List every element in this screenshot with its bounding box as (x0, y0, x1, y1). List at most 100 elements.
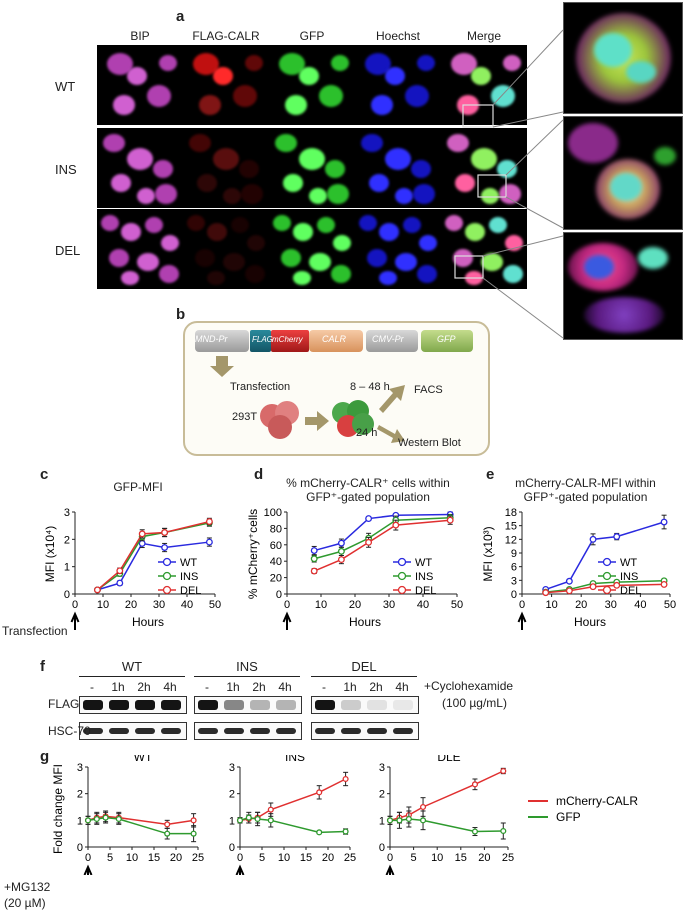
data-point (446, 516, 454, 524)
construct-calr: CALR (322, 334, 347, 344)
blot-group-line (194, 676, 300, 677)
blot-band (83, 728, 103, 734)
legend-entry-ins: INS (158, 571, 198, 583)
blot-strip-hsc70-ins (194, 722, 302, 740)
legend-entry-wt: WT (158, 557, 197, 569)
blot-band (198, 700, 218, 710)
y-tick-label: 0 (64, 589, 70, 601)
x-tick-label: 0 (85, 852, 91, 864)
row-label-del: DEL (55, 243, 81, 258)
blot-band (276, 700, 296, 710)
y-axis-label: MFI (x10⁴) (43, 526, 57, 583)
x-tick-label: 20 (349, 599, 361, 611)
x-tick-label: 0 (387, 852, 393, 864)
x-tick-label: 5 (259, 852, 265, 864)
blot-group-ins: INS (236, 659, 258, 674)
data-point (365, 515, 373, 523)
blot-band (224, 700, 244, 710)
series-gfp (236, 811, 349, 836)
data-point (267, 817, 274, 824)
micrograph-ins-bip (97, 128, 183, 208)
legend-label: WT (620, 557, 637, 569)
data-point (164, 821, 171, 828)
data-point (419, 817, 427, 824)
y-tick-label: 2 (379, 789, 385, 801)
panel-d-letter: d (254, 466, 264, 483)
western-blot-label: Western Blot (398, 437, 461, 449)
legend-label: INS (415, 571, 433, 583)
construct-cmv: CMV-Pr (372, 334, 404, 344)
lane-label: - (322, 680, 326, 694)
legend-entry-del: DEL (598, 585, 641, 597)
x-tick-label: 50 (451, 599, 463, 611)
transfection-label: Transfection (230, 381, 291, 393)
facs-label: FACS (414, 384, 443, 396)
row-label-ins: INS (55, 162, 77, 177)
y-tick-label: 2 (64, 534, 70, 546)
micrograph-wt-flag-calr (183, 45, 269, 125)
lane-label: 1h (226, 680, 240, 694)
chart-c-axes: 0 10 20 30 40 50 0 1 2 3 (64, 507, 221, 611)
micrograph-ins-flag-calr (183, 128, 269, 208)
x-tick-label: 25 (192, 852, 204, 864)
data-point (254, 815, 261, 823)
data-point (565, 587, 573, 595)
data-point (365, 538, 373, 546)
lane-label: 1h (343, 680, 357, 694)
data-point (542, 589, 550, 597)
legend-label: INS (620, 571, 638, 583)
x-tick-label: 20 (575, 599, 587, 611)
blot-band (109, 700, 129, 710)
x-tick-label: 10 (545, 599, 557, 611)
series-mcherry-calr (236, 771, 349, 824)
panel-d-title-1: % mCherry-CALR⁺ cells within (286, 476, 450, 490)
chart-c-gfp-mfi: 0 10 20 30 40 50 0 1 2 3 WT INS DEL Hours MFI (x10⁴) (43, 507, 221, 630)
data-point (161, 529, 169, 536)
legend-label: mCherry-CALR (556, 794, 638, 808)
x-tick-label: 50 (664, 599, 676, 611)
blot-band (161, 700, 181, 710)
subpanel-title: WT (134, 755, 153, 764)
column-header-bip: BIP (130, 29, 150, 43)
data-point (316, 829, 323, 836)
x-tick-label: 0 (72, 599, 78, 611)
x-tick-label: 25 (344, 852, 356, 864)
mg132-conc: (20 µM) (4, 896, 46, 910)
blot-band (83, 700, 103, 710)
construct-mcherry: mCherry (272, 335, 303, 344)
blot-band (341, 700, 361, 710)
y-tick-label: 3 (379, 762, 385, 774)
construct-flag: FLAG (252, 335, 273, 344)
y-tick-label: 1 (77, 815, 83, 827)
chart-g2-axes: 0 5 10 15 20 25 0 1 2 3 (229, 762, 356, 864)
chart-g1-axes: 0 5 10 15 20 25 0 1 2 3 (77, 762, 204, 864)
series-line (314, 516, 451, 560)
y-tick-label: 0 (229, 842, 235, 854)
data-point (660, 580, 668, 588)
data-point (138, 530, 146, 538)
column-header-gfp: GFP (299, 29, 325, 43)
chart-g-mg132: 05101520250123WTTime (hours)051015202501… (51, 755, 638, 875)
x-tick-label: 40 (634, 599, 646, 611)
panel-d-title-2: GFP⁺-gated population (306, 490, 430, 504)
blot-band (224, 728, 244, 734)
x-tick-label: 40 (417, 599, 429, 611)
blot-band (109, 728, 129, 734)
data-point (190, 830, 197, 837)
blot-band (367, 700, 387, 710)
micrograph-wt-bip (97, 45, 183, 125)
data-point (316, 789, 323, 796)
construct-gfp: GFP (437, 334, 456, 344)
blot-band (250, 728, 270, 734)
zoom-connector-lines (454, 29, 564, 339)
x-tick-label: 15 (148, 852, 160, 864)
micrograph-ins-hoechst (355, 128, 441, 208)
panel-c-title: GFP-MFI (113, 480, 163, 494)
start-arrow-icon (282, 611, 292, 630)
blot-group-del: DEL (351, 659, 377, 674)
micrograph-del-flag-calr (183, 209, 269, 289)
column-header-flag-calr: FLAG-CALR (192, 29, 260, 43)
x-tick-label: 15 (455, 852, 467, 864)
legend-entry-ins: INS (393, 571, 433, 583)
